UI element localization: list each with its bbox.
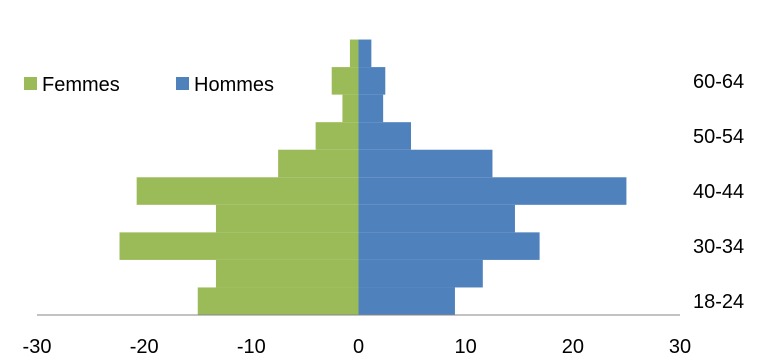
- legend-label-femmes: Femmes: [42, 74, 120, 96]
- bar-femmes-60-64: [331, 67, 359, 95]
- bar-femmes-65-69: [349, 39, 359, 68]
- bar-hommes-60-64: [358, 67, 386, 95]
- bar-femmes-40-44: [136, 177, 359, 205]
- bar-femmes-30-34: [119, 232, 359, 260]
- y-tick-label: 18-24: [693, 291, 744, 313]
- bar-femmes-45-49: [278, 149, 359, 178]
- y-tick-labels: 18-24 30-34 40-44 50-54 60-64: [693, 71, 744, 313]
- bar-hommes-65-69: [358, 39, 372, 68]
- bar-femmes-55-59: [342, 94, 359, 123]
- bar-hommes-45-49: [358, 149, 493, 178]
- bar-hommes-30-34: [358, 232, 540, 260]
- x-tick-label: 10: [455, 336, 477, 358]
- y-tick-label: 60-64: [693, 71, 744, 93]
- x-tick-label: -30: [23, 336, 52, 358]
- x-tick-label: -10: [237, 336, 266, 358]
- bar-femmes-35-39: [215, 204, 359, 233]
- x-tick-label: 20: [562, 336, 584, 358]
- legend-swatch-hommes: [176, 77, 189, 90]
- bar-femmes-25-29: [215, 259, 359, 288]
- bar-hommes-35-39: [358, 204, 515, 233]
- x-tick-labels: -30 -20 -10 0 10 20 30: [23, 336, 692, 358]
- bar-hommes-18-24: [358, 287, 455, 315]
- y-tick-label: 30-34: [693, 236, 744, 258]
- legend-swatch-femmes: [24, 77, 37, 90]
- x-tick-label: 0: [353, 336, 364, 358]
- x-tick-label: 30: [669, 336, 691, 358]
- bar-femmes-18-24: [197, 287, 359, 315]
- bar-hommes-40-44: [358, 177, 627, 205]
- bars-group: [119, 39, 627, 315]
- legend: Femmes Hommes: [24, 74, 274, 96]
- legend-label-hommes: Hommes: [194, 74, 274, 96]
- bar-hommes-25-29: [358, 259, 483, 288]
- bar-hommes-55-59: [358, 94, 384, 123]
- y-tick-label: 50-54: [693, 126, 744, 148]
- x-tick-label: -20: [130, 336, 159, 358]
- y-tick-label: 40-44: [693, 181, 744, 203]
- bar-hommes-50-54: [358, 122, 412, 150]
- bar-femmes-50-54: [315, 122, 359, 150]
